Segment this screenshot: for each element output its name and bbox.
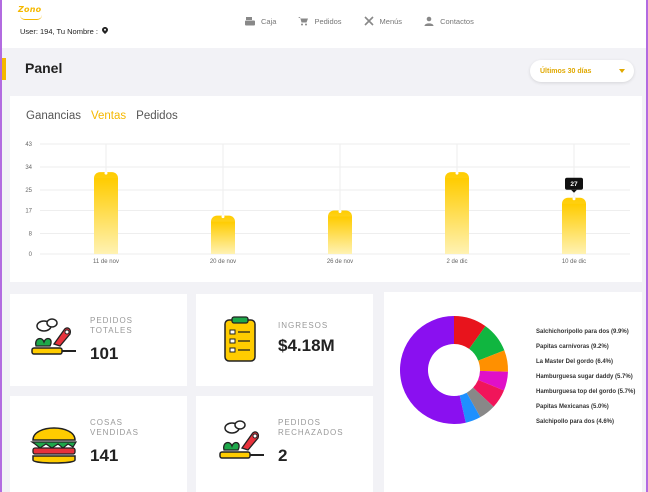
cooking-pan-icon [30, 316, 78, 365]
bar-peak-dot [572, 197, 576, 201]
logo-smile [20, 15, 42, 20]
utensils-icon [363, 16, 374, 26]
panel-header: Panel Últimos 30 días [2, 48, 646, 94]
tooltip-pointer [571, 189, 577, 193]
x-tick-label: 20 de nov [210, 259, 236, 265]
stat-value-pedidos-rechazados: 2 [278, 446, 288, 465]
donut-slice[interactable] [454, 316, 486, 349]
nav-caja-label: Caja [261, 16, 277, 26]
tab-pedidos[interactable]: Pedidos [136, 110, 178, 122]
x-tick-label: 10 de dic [562, 259, 586, 265]
y-tick-label: 0 [29, 252, 33, 258]
stat-value-cosas-vendidas: 141 [90, 446, 119, 465]
tab-ganancias[interactable]: Ganancias [26, 110, 81, 122]
location-pin-icon [102, 27, 109, 36]
donut-slice[interactable] [478, 370, 508, 391]
legend-item: Papitas Mexicanas (5.0%) [536, 404, 609, 410]
stat-card-pedidos-totales: Pedidos totales 101 [10, 294, 187, 386]
stat-value-pedidos-totales: 101 [90, 344, 119, 363]
bar-body [94, 178, 118, 254]
nav-pedidos[interactable]: Pedidos [298, 16, 342, 26]
stat-label-cosas-vendidas: Cosas vendidas [90, 418, 139, 437]
x-tick-label: 2 de dic [446, 259, 467, 265]
logo[interactable]: Zono [18, 5, 42, 20]
donut-slice[interactable] [400, 316, 466, 424]
cooking-pan-icon [218, 418, 266, 469]
legend-item: La Master Del gordo (6.4%) [536, 359, 614, 365]
nav-menus[interactable]: Menús [363, 16, 403, 26]
user-info: User: 194, Tu Nombre : [20, 27, 109, 36]
bar-peak-dot [455, 171, 459, 175]
date-range-value: Últimos 30 días [540, 67, 592, 75]
clipboard-icon [224, 316, 256, 367]
x-tick-label: 11 de nov [93, 259, 119, 265]
donut-slice[interactable] [466, 387, 494, 418]
bar-body [211, 221, 235, 254]
bar-peak-dot [338, 210, 342, 214]
donut-slice[interactable] [478, 350, 508, 372]
stat-label-pedidos-totales: Pedidos totales [90, 316, 134, 335]
y-tick-label: 8 [29, 232, 33, 238]
donut-slice[interactable] [469, 326, 505, 361]
bar-body [445, 178, 469, 254]
stat-card-cosas-vendidas: Cosas vendidas 141 [10, 396, 187, 492]
person-icon [424, 16, 434, 26]
logo-text: Zono [18, 5, 42, 14]
top-products-donut-card: Salchichoripollo para dos (9.9%) Papitas … [384, 292, 642, 492]
y-tick-label: 43 [25, 142, 32, 148]
nav-contactos[interactable]: Contactos [424, 16, 474, 26]
legend-item: Papitas carnívoras (9.2%) [536, 344, 609, 350]
tooltip-value: 27 [570, 181, 578, 188]
stat-card-pedidos-rechazados: Pedidos rechazados 2 [196, 396, 373, 492]
donut-legend: Salchichoripollo para dos (9.9%) Papitas … [536, 328, 636, 433]
nav-contactos-label: Contactos [440, 16, 474, 26]
date-range-dropdown[interactable]: Últimos 30 días [530, 60, 634, 82]
x-tick-label: 26 de nov [327, 259, 353, 265]
donut-slice[interactable] [473, 379, 504, 407]
stat-value-ingresos: $4.18M [278, 336, 335, 355]
bar-peak-dot [221, 215, 225, 219]
y-tick-label: 25 [25, 188, 32, 194]
stat-label-ingresos: Ingresos [278, 321, 329, 330]
stat-label-pedidos-rechazados: Pedidos rechazados [278, 418, 344, 437]
top-products-donut-chart [400, 316, 508, 424]
nav-caja[interactable]: Caja [245, 16, 276, 26]
caret-down-icon [619, 69, 625, 73]
sales-chart-card: 0 8 17 25 34 43 11 de nov 20 de nov 26 de nov 2 d… [10, 96, 642, 282]
legend-item: Salchichoripollo para dos (9.9%) [536, 329, 629, 335]
chart-tabs: Ganancias Ventas Pedidos [26, 110, 188, 122]
bar-tooltip [565, 177, 583, 190]
user-label: User: 194, Tu Nombre : [20, 27, 98, 36]
top-bar: Zono User: 194, Tu Nombre : Caja Pedidos… [2, 0, 646, 48]
page-title: Panel [25, 60, 63, 76]
donut-slice[interactable] [459, 392, 481, 423]
stat-card-ingresos: Ingresos $4.18M [196, 294, 373, 386]
main-nav: Caja Pedidos Menús Contactos [245, 16, 496, 26]
y-tick-label: 34 [25, 165, 32, 171]
legend-item: Salchipollo para dos (4.6%) [536, 419, 615, 425]
bar-peak-dot [104, 171, 108, 175]
cash-register-icon [245, 16, 255, 26]
nav-pedidos-label: Pedidos [314, 16, 342, 26]
cart-icon [298, 16, 309, 26]
tab-ventas[interactable]: Ventas [90, 110, 127, 122]
legend-item: Hamburguesa top del gordo (5.7%) [536, 389, 636, 395]
bar-body [328, 216, 352, 254]
sales-bar-chart: 0 8 17 25 34 43 11 de nov 20 de nov 26 de nov 2 d… [25, 142, 630, 265]
legend-item: Hamburguesa sugar daddy (5.7%) [536, 374, 633, 380]
nav-menus-label: Menús [379, 16, 403, 26]
bar-body [562, 203, 586, 254]
burger-icon [30, 420, 78, 471]
y-tick-label: 17 [25, 209, 32, 215]
panel-accent-bar [2, 58, 6, 80]
